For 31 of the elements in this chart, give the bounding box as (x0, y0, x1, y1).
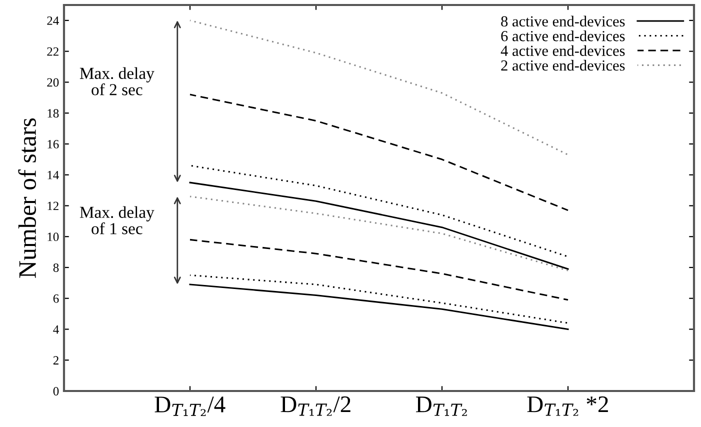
line-series (189, 284, 569, 330)
y-tick-label: 20 (47, 78, 59, 87)
x-tick-label: D$_{T₁T₂}$/2 (280, 396, 350, 416)
annotation: Max. delay of 2 sec (80, 67, 154, 96)
y-tick-label: 12 (48, 202, 58, 210)
y-tick-label: 6 (53, 294, 59, 303)
x-tick-label: D$_{T₁T₂}$ (416, 396, 467, 416)
y-tick-label: 22 (47, 47, 58, 56)
line-series (189, 164, 569, 258)
x-tick-label: D$_{T₁T₂}$/4 (154, 396, 226, 416)
line-series (189, 274, 569, 324)
legend-label: 8 active end-devices (501, 16, 625, 27)
y-tick-label: 14 (48, 170, 59, 180)
legend-label: 6 active end-devices (501, 30, 625, 42)
y-axis-title: Number of stars (18, 118, 36, 278)
line-series (189, 238, 569, 301)
y-tick-label: 8 (53, 264, 59, 272)
y-tick-label: 18 (48, 109, 59, 118)
y-tick-label: 0 (53, 387, 59, 396)
line-series (189, 94, 569, 212)
x-tick-label: D$_{T₁T₂}$ *2 (527, 396, 608, 416)
legend-label: 2 active end-devices (501, 60, 625, 71)
y-tick-label: 2 (53, 356, 58, 364)
annotation: Max. delay of 1 sec (80, 206, 154, 234)
y-tick-label: 10 (48, 232, 59, 242)
y-tick-label: 4 (53, 325, 59, 334)
y-tick-label: 24 (47, 16, 59, 25)
line-series (189, 196, 569, 272)
legend-label: 4 active end-devices (500, 45, 625, 56)
line-series (189, 182, 569, 270)
y-tick-label: 16 (48, 140, 59, 148)
